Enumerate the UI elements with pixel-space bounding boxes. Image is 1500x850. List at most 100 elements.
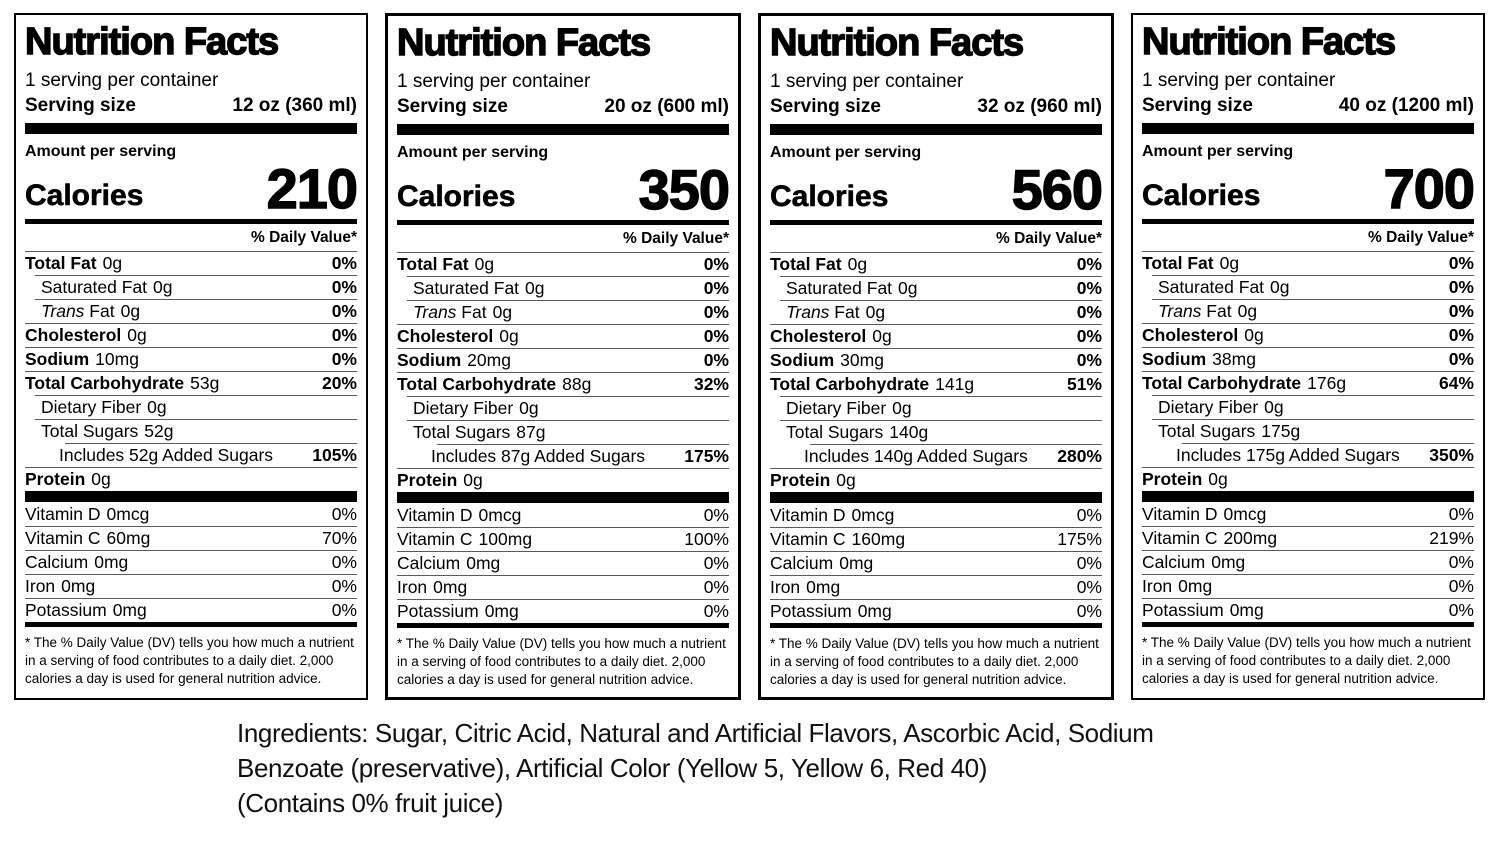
nutrition-facts-label: Nutrition Facts 1 serving per container … bbox=[14, 13, 368, 700]
nutrient-amount: 0g bbox=[836, 469, 856, 490]
nutrient-name-label: Includes 52g Added Sugars bbox=[59, 444, 274, 465]
nutrient-row: Sodium 30mg 0% bbox=[770, 347, 1102, 372]
nutrient-name-label: Saturated Fat bbox=[41, 276, 148, 297]
label-title: Nutrition Facts bbox=[24, 21, 280, 64]
nutrient-name-label: Protein bbox=[397, 469, 458, 490]
nutrient-name: Includes 87g Added Sugars bbox=[397, 446, 651, 466]
nutrient-amount: 0g bbox=[127, 324, 147, 345]
nutrient-name: Potassium 0mg bbox=[25, 600, 147, 620]
nutrient-name: Protein 0g bbox=[397, 470, 483, 490]
nutrient-daily-value: 0% bbox=[703, 325, 729, 346]
nutrient-name-label: Iron bbox=[25, 575, 56, 596]
nutrient-amount: 60mg bbox=[106, 527, 151, 548]
nutrient-name: Protein 0g bbox=[1142, 469, 1228, 489]
nutrient-amount: 0mg bbox=[1229, 599, 1264, 620]
serving-size-row: Serving size 40 oz (1200 ml) bbox=[1142, 93, 1474, 123]
nutrient-name-italic-part: Trans bbox=[41, 300, 85, 321]
label-title: Nutrition Facts bbox=[396, 22, 652, 65]
divider-thick bbox=[25, 490, 357, 502]
nutrient-daily-value: 350% bbox=[1429, 444, 1474, 465]
nutrient-daily-value: 0% bbox=[331, 551, 357, 572]
nutrient-row: Trans Fat 0g 0% bbox=[25, 298, 357, 323]
nutrient-name: Sodium 20mg bbox=[397, 350, 511, 370]
daily-value-header: % Daily Value* bbox=[1368, 228, 1474, 246]
nutrient-name: Vitamin C 100mg bbox=[397, 529, 532, 549]
calories-value: 350 bbox=[638, 157, 731, 221]
nutrient-name-label: Dietary Fiber bbox=[41, 396, 142, 417]
nutrient-name-label: Cholesterol bbox=[397, 325, 494, 346]
servings-per-container: 1 serving per container bbox=[770, 70, 964, 92]
nutrient-daily-value: 20% bbox=[321, 372, 357, 393]
divider-thick bbox=[770, 123, 1102, 135]
nutrient-daily-value: 0% bbox=[331, 324, 357, 345]
serving-size-value: 12 oz (360 ml) bbox=[232, 94, 357, 116]
amount-per-serving-label: Amount per serving bbox=[397, 143, 549, 161]
calories-value: 210 bbox=[266, 156, 359, 220]
amount-per-serving-label: Amount per serving bbox=[1142, 142, 1294, 160]
nutrient-amount: 0g bbox=[153, 276, 173, 297]
nutrient-daily-value: 105% bbox=[312, 444, 357, 465]
nutrient-amount: 0g bbox=[492, 301, 513, 322]
nutrient-name: Dietary Fiber 0g bbox=[770, 398, 912, 418]
nutrient-amount: 0g bbox=[898, 277, 918, 298]
divider-medium bbox=[397, 219, 729, 225]
nutrient-name-label: Total Carbohydrate bbox=[25, 372, 185, 393]
nutrient-name-label: Fat bbox=[456, 301, 487, 322]
nutrient-name: Vitamin C 60mg bbox=[25, 528, 150, 548]
nutrient-daily-value: 0% bbox=[331, 300, 357, 321]
nutrient-daily-value: 0% bbox=[1448, 300, 1474, 321]
nutrient-daily-value: 64% bbox=[1438, 372, 1474, 393]
nutrient-amount: 0g bbox=[102, 252, 123, 273]
daily-value-header: % Daily Value* bbox=[996, 229, 1102, 247]
label-title: Nutrition Facts bbox=[769, 22, 1025, 65]
nutrient-daily-value: 0% bbox=[1076, 552, 1102, 573]
nutrient-amount: 88g bbox=[562, 373, 592, 394]
nutrient-amount: 0mg bbox=[1211, 551, 1246, 572]
daily-value-footnote: * The % Daily Value (DV) tells you how m… bbox=[770, 635, 1099, 687]
servings-per-container: 1 serving per container bbox=[25, 69, 219, 91]
nutrient-daily-value: 0% bbox=[703, 253, 729, 274]
serving-size-label: Serving size bbox=[397, 95, 508, 117]
serving-size-row: Serving size 32 oz (960 ml) bbox=[770, 94, 1102, 124]
nutrient-row: Dietary Fiber 0g bbox=[770, 395, 1102, 420]
vitamin-rows: Vitamin D 0mcg 0% Vitamin C 60mg 70% Calci… bbox=[25, 502, 357, 622]
nutrient-row: Vitamin C 160mg 175% bbox=[770, 526, 1102, 551]
nutrient-amount: 0mg bbox=[857, 600, 892, 621]
nutrient-amount: 141g bbox=[935, 373, 975, 394]
nutrient-row: Iron 0mg 0% bbox=[1142, 573, 1474, 598]
calories-row: Calories 210 bbox=[25, 156, 359, 220]
nutrient-daily-value: 0% bbox=[703, 301, 729, 322]
nutrient-row: Total Carbohydrate 88g 32% bbox=[397, 371, 729, 396]
nutrient-name-label: Vitamin D bbox=[770, 504, 846, 525]
vitamin-rows: Vitamin D 0mcg 0% Vitamin C 160mg 175% Cal… bbox=[770, 503, 1102, 623]
nutrient-amount: 0mg bbox=[61, 575, 96, 596]
serving-size-value: 40 oz (1200 ml) bbox=[1338, 94, 1474, 116]
nutrient-name: Includes 52g Added Sugars bbox=[25, 445, 279, 465]
ingredients-text: Ingredients: Sugar, Citric Acid, Natural… bbox=[237, 716, 1500, 821]
vitamin-rows: Vitamin D 0mcg 0% Vitamin C 200mg 219% Cal… bbox=[1142, 502, 1474, 622]
serving-size-value: 32 oz (960 ml) bbox=[977, 95, 1102, 117]
nutrient-row: Total Sugars 87g bbox=[397, 419, 729, 444]
nutrient-amount: 0g bbox=[525, 277, 545, 298]
ingredients-line: (Contains 0% fruit juice) bbox=[237, 787, 503, 818]
nutrient-row: Sodium 10mg 0% bbox=[25, 346, 357, 371]
calories-label: Calories bbox=[25, 178, 144, 213]
nutrient-daily-value: 0% bbox=[1076, 253, 1102, 274]
nutrient-row: Vitamin D 0mcg 0% bbox=[770, 503, 1102, 527]
nutrient-daily-value: 0% bbox=[703, 504, 729, 525]
nutrient-name: Total Sugars 87g bbox=[397, 422, 545, 442]
nutrient-name-label: Cholesterol bbox=[25, 324, 122, 345]
nutrient-name-label: Potassium bbox=[770, 600, 852, 621]
nutrient-name-label: Total Carbohydrate bbox=[1142, 372, 1302, 393]
nutrient-daily-value: 0% bbox=[1076, 301, 1102, 322]
nutrient-daily-value: 0% bbox=[1448, 348, 1474, 369]
nutrient-daily-value: 0% bbox=[1076, 576, 1102, 597]
divider-medium bbox=[25, 621, 357, 627]
nutrient-amount: 0mcg bbox=[1223, 503, 1267, 524]
divider-medium bbox=[1142, 621, 1474, 627]
nutrient-name: Iron 0mg bbox=[397, 577, 467, 597]
nutrient-amount: 176g bbox=[1307, 372, 1347, 393]
nutrient-row: Cholesterol 0g 0% bbox=[25, 322, 357, 347]
calories-row: Calories 350 bbox=[397, 157, 731, 221]
nutrient-name-label: Total Sugars bbox=[41, 420, 139, 441]
